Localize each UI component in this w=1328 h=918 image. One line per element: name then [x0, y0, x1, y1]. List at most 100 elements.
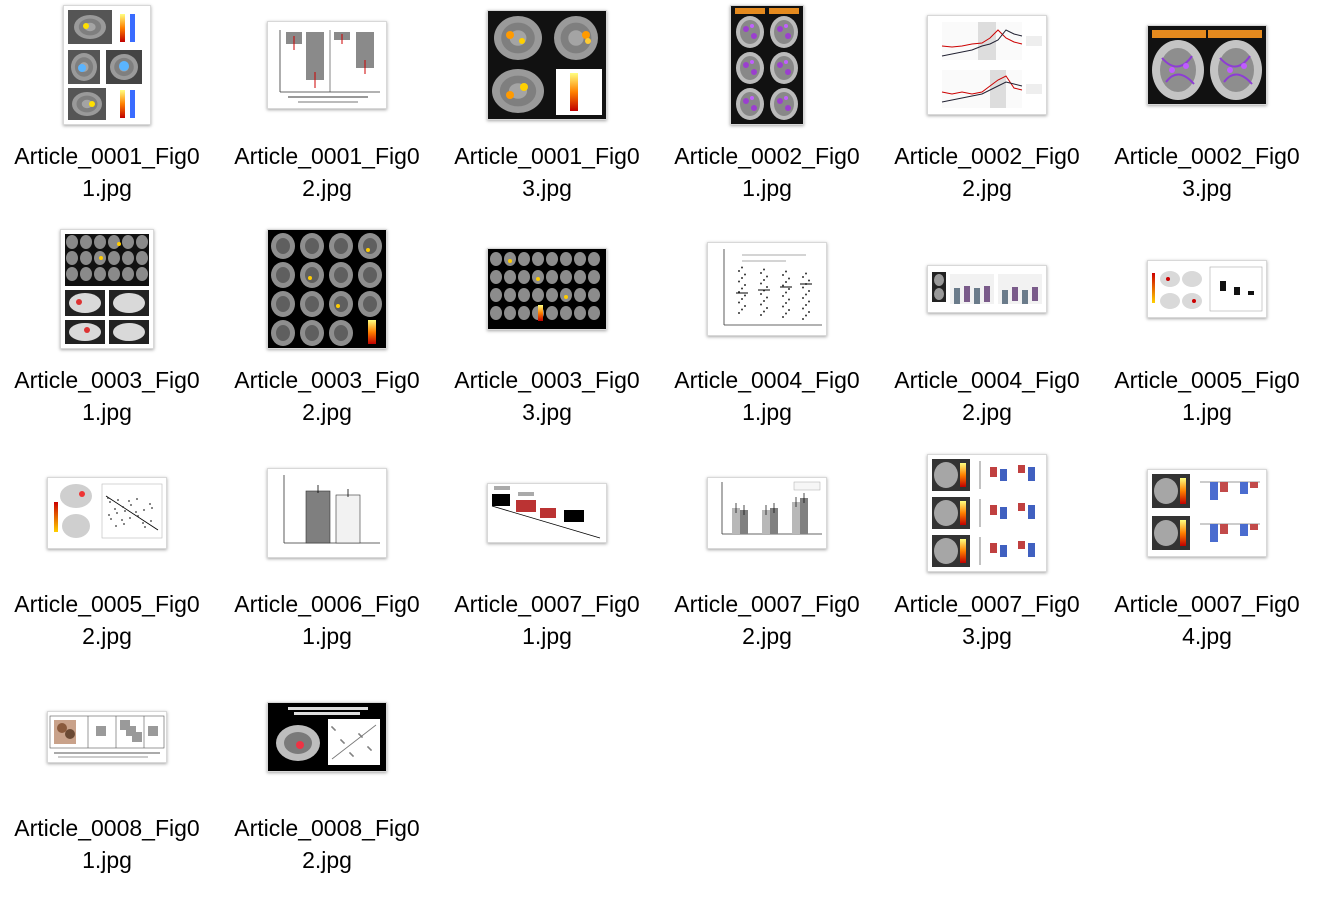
file-name-line-1: Article_0007_Fig0	[674, 591, 860, 617]
file-name-label[interactable]: Article_0007_Fig0 3.jpg	[877, 588, 1097, 652]
file-name-line-2: 2.jpg	[302, 847, 352, 873]
file-item[interactable]: Article_0005_Fig0 2.jpg	[0, 448, 217, 668]
file-item[interactable]: Article_0007_Fig0 1.jpg	[437, 448, 657, 668]
file-item[interactable]: Article_0002_Fig0 2.jpg	[877, 0, 1097, 220]
file-item[interactable]: Article_0003_Fig0 1.jpg	[0, 224, 217, 444]
file-item[interactable]: Article_0007_Fig0 4.jpg	[1097, 448, 1317, 668]
image-thumbnail-icon[interactable]	[487, 483, 607, 543]
file-item[interactable]: Article_0007_Fig0 3.jpg	[877, 448, 1097, 668]
file-name-line-1: Article_0004_Fig0	[894, 367, 1080, 393]
file-thumbnail-area[interactable]	[1097, 224, 1317, 354]
file-thumbnail-area[interactable]	[0, 448, 217, 578]
file-thumbnail-area[interactable]	[437, 0, 657, 130]
file-name-label[interactable]: Article_0005_Fig0 2.jpg	[0, 588, 217, 652]
file-name-label[interactable]: Article_0002_Fig0 2.jpg	[877, 140, 1097, 204]
file-thumbnail-area[interactable]	[1097, 0, 1317, 130]
image-thumbnail-icon[interactable]	[1147, 25, 1267, 105]
image-thumbnail-icon[interactable]	[1147, 469, 1267, 557]
file-name-line-2: 4.jpg	[1182, 623, 1232, 649]
file-item[interactable]: Article_0002_Fig0 3.jpg	[1097, 0, 1317, 220]
file-thumbnail-area[interactable]	[217, 0, 437, 130]
image-thumbnail-icon[interactable]	[267, 229, 387, 349]
file-name-label[interactable]: Article_0007_Fig0 4.jpg	[1097, 588, 1317, 652]
file-thumbnail-area[interactable]	[0, 0, 217, 130]
file-thumbnail-area[interactable]	[437, 448, 657, 578]
image-thumbnail-icon[interactable]	[1147, 260, 1267, 318]
image-thumbnail-icon[interactable]	[927, 15, 1047, 115]
image-thumbnail-icon[interactable]	[267, 702, 387, 772]
file-name-line-2: 2.jpg	[302, 399, 352, 425]
file-name-line-1: Article_0008_Fig0	[14, 815, 200, 841]
file-thumbnail-area[interactable]	[217, 448, 437, 578]
file-item[interactable]: Article_0008_Fig0 2.jpg	[217, 672, 437, 892]
image-thumbnail-icon[interactable]	[60, 229, 154, 349]
file-name-label[interactable]: Article_0004_Fig0 2.jpg	[877, 364, 1097, 428]
file-name-line-1: Article_0005_Fig0	[1114, 367, 1300, 393]
image-thumbnail-icon[interactable]	[47, 477, 167, 549]
file-item[interactable]: Article_0001_Fig0 3.jpg	[437, 0, 657, 220]
file-item[interactable]: Article_0006_Fig0 1.jpg	[217, 448, 437, 668]
image-thumbnail-icon[interactable]	[730, 5, 804, 125]
file-name-line-1: Article_0003_Fig0	[454, 367, 640, 393]
file-item[interactable]: Article_0003_Fig0 3.jpg	[437, 224, 657, 444]
file-name-line-2: 1.jpg	[82, 847, 132, 873]
image-thumbnail-icon[interactable]	[63, 5, 151, 125]
file-name-label[interactable]: Article_0004_Fig0 1.jpg	[657, 364, 877, 428]
file-item[interactable]: Article_0001_Fig0 2.jpg	[217, 0, 437, 220]
image-thumbnail-icon[interactable]	[267, 468, 387, 558]
file-name-line-1: Article_0007_Fig0	[1114, 591, 1300, 617]
file-item[interactable]: Article_0004_Fig0 2.jpg	[877, 224, 1097, 444]
file-name-label[interactable]: Article_0003_Fig0 1.jpg	[0, 364, 217, 428]
file-thumbnail-area[interactable]	[877, 224, 1097, 354]
file-name-label[interactable]: Article_0003_Fig0 3.jpg	[437, 364, 657, 428]
file-thumbnail-area[interactable]	[657, 224, 877, 354]
file-name-label[interactable]: Article_0007_Fig0 2.jpg	[657, 588, 877, 652]
image-thumbnail-icon[interactable]	[927, 265, 1047, 313]
image-thumbnail-icon[interactable]	[47, 711, 167, 763]
file-thumbnail-area[interactable]	[217, 672, 437, 802]
file-item[interactable]: Article_0005_Fig0 1.jpg	[1097, 224, 1317, 444]
file-name-label[interactable]: Article_0005_Fig0 1.jpg	[1097, 364, 1317, 428]
file-name-line-1: Article_0006_Fig0	[234, 591, 420, 617]
file-name-label[interactable]: Article_0001_Fig0 1.jpg	[0, 140, 217, 204]
file-thumbnail-area[interactable]	[437, 224, 657, 354]
image-thumbnail-icon[interactable]	[267, 21, 387, 109]
image-thumbnail-icon[interactable]	[487, 10, 607, 120]
file-thumbnail-area[interactable]	[657, 448, 877, 578]
file-name-label[interactable]: Article_0001_Fig0 3.jpg	[437, 140, 657, 204]
file-name-label[interactable]: Article_0006_Fig0 1.jpg	[217, 588, 437, 652]
file-item[interactable]: Article_0007_Fig0 2.jpg	[657, 448, 877, 668]
file-name-line-1: Article_0007_Fig0	[894, 591, 1080, 617]
file-item[interactable]: Article_0001_Fig0 1.jpg	[0, 0, 217, 220]
file-name-line-2: 3.jpg	[1182, 175, 1232, 201]
file-thumbnail-area[interactable]	[217, 224, 437, 354]
file-name-label[interactable]: Article_0003_Fig0 2.jpg	[217, 364, 437, 428]
file-name-line-2: 2.jpg	[962, 175, 1012, 201]
file-thumbnail-area[interactable]	[877, 0, 1097, 130]
file-name-line-2: 1.jpg	[82, 399, 132, 425]
image-thumbnail-icon[interactable]	[707, 477, 827, 549]
file-item[interactable]: Article_0002_Fig0 1.jpg	[657, 0, 877, 220]
file-name-label[interactable]: Article_0001_Fig0 2.jpg	[217, 140, 437, 204]
file-name-label[interactable]: Article_0002_Fig0 3.jpg	[1097, 140, 1317, 204]
file-item[interactable]: Article_0004_Fig0 1.jpg	[657, 224, 877, 444]
file-name-line-2: 1.jpg	[302, 623, 352, 649]
image-thumbnail-icon[interactable]	[707, 242, 827, 336]
file-thumbnail-area[interactable]	[0, 224, 217, 354]
file-name-line-1: Article_0001_Fig0	[14, 143, 200, 169]
file-thumbnail-area[interactable]	[0, 672, 217, 802]
file-item[interactable]: Article_0003_Fig0 2.jpg	[217, 224, 437, 444]
image-thumbnail-icon[interactable]	[487, 248, 607, 330]
file-name-line-1: Article_0004_Fig0	[674, 367, 860, 393]
file-name-label[interactable]: Article_0002_Fig0 1.jpg	[657, 140, 877, 204]
file-name-line-2: 1.jpg	[522, 623, 572, 649]
image-thumbnail-icon[interactable]	[927, 454, 1047, 572]
file-name-label[interactable]: Article_0007_Fig0 1.jpg	[437, 588, 657, 652]
file-name-label[interactable]: Article_0008_Fig0 2.jpg	[217, 812, 437, 876]
file-item[interactable]: Article_0008_Fig0 1.jpg	[0, 672, 217, 892]
file-name-label[interactable]: Article_0008_Fig0 1.jpg	[0, 812, 217, 876]
file-thumbnail-area[interactable]	[657, 0, 877, 130]
file-thumbnail-area[interactable]	[877, 448, 1097, 578]
file-thumbnail-area[interactable]	[1097, 448, 1317, 578]
